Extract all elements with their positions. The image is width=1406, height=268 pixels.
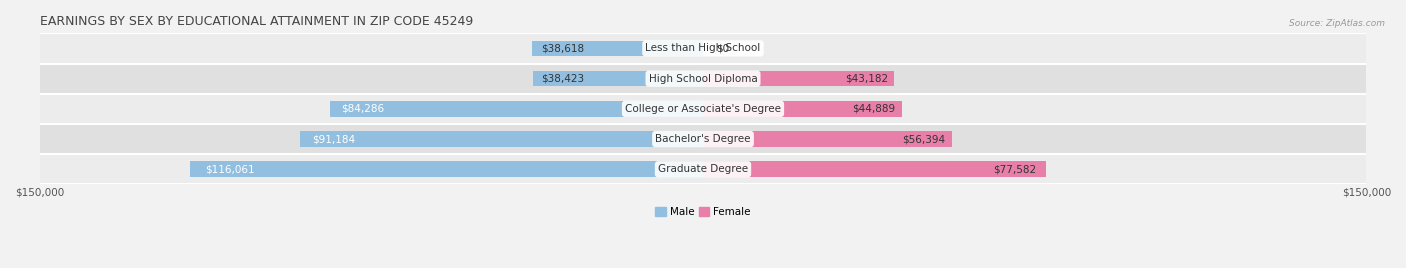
Text: High School Diploma: High School Diploma [648, 74, 758, 84]
Bar [703, 101, 901, 117]
Bar [39, 154, 1367, 184]
Text: Source: ZipAtlas.com: Source: ZipAtlas.com [1289, 19, 1385, 28]
Bar [299, 131, 703, 147]
Bar [330, 101, 703, 117]
Bar [703, 131, 952, 147]
Text: $116,061: $116,061 [205, 164, 254, 174]
Bar [533, 40, 703, 56]
Legend: Male, Female: Male, Female [651, 203, 755, 221]
Bar [39, 94, 1367, 124]
Bar [703, 161, 1046, 177]
Text: $56,394: $56,394 [901, 134, 945, 144]
Text: $84,286: $84,286 [342, 104, 385, 114]
Text: $77,582: $77,582 [993, 164, 1036, 174]
Bar [533, 71, 703, 87]
Text: Bachelor's Degree: Bachelor's Degree [655, 134, 751, 144]
Text: $38,423: $38,423 [541, 74, 585, 84]
Text: $0: $0 [716, 43, 730, 53]
Bar [39, 33, 1367, 64]
Bar [39, 124, 1367, 154]
Text: $91,184: $91,184 [312, 134, 354, 144]
Text: Graduate Degree: Graduate Degree [658, 164, 748, 174]
Text: College or Associate's Degree: College or Associate's Degree [626, 104, 780, 114]
Text: Less than High School: Less than High School [645, 43, 761, 53]
Text: EARNINGS BY SEX BY EDUCATIONAL ATTAINMENT IN ZIP CODE 45249: EARNINGS BY SEX BY EDUCATIONAL ATTAINMEN… [39, 15, 472, 28]
Bar [39, 64, 1367, 94]
Bar [190, 161, 703, 177]
Bar [703, 71, 894, 87]
Text: $44,889: $44,889 [852, 104, 896, 114]
Text: $38,618: $38,618 [541, 43, 583, 53]
Text: $43,182: $43,182 [845, 74, 889, 84]
